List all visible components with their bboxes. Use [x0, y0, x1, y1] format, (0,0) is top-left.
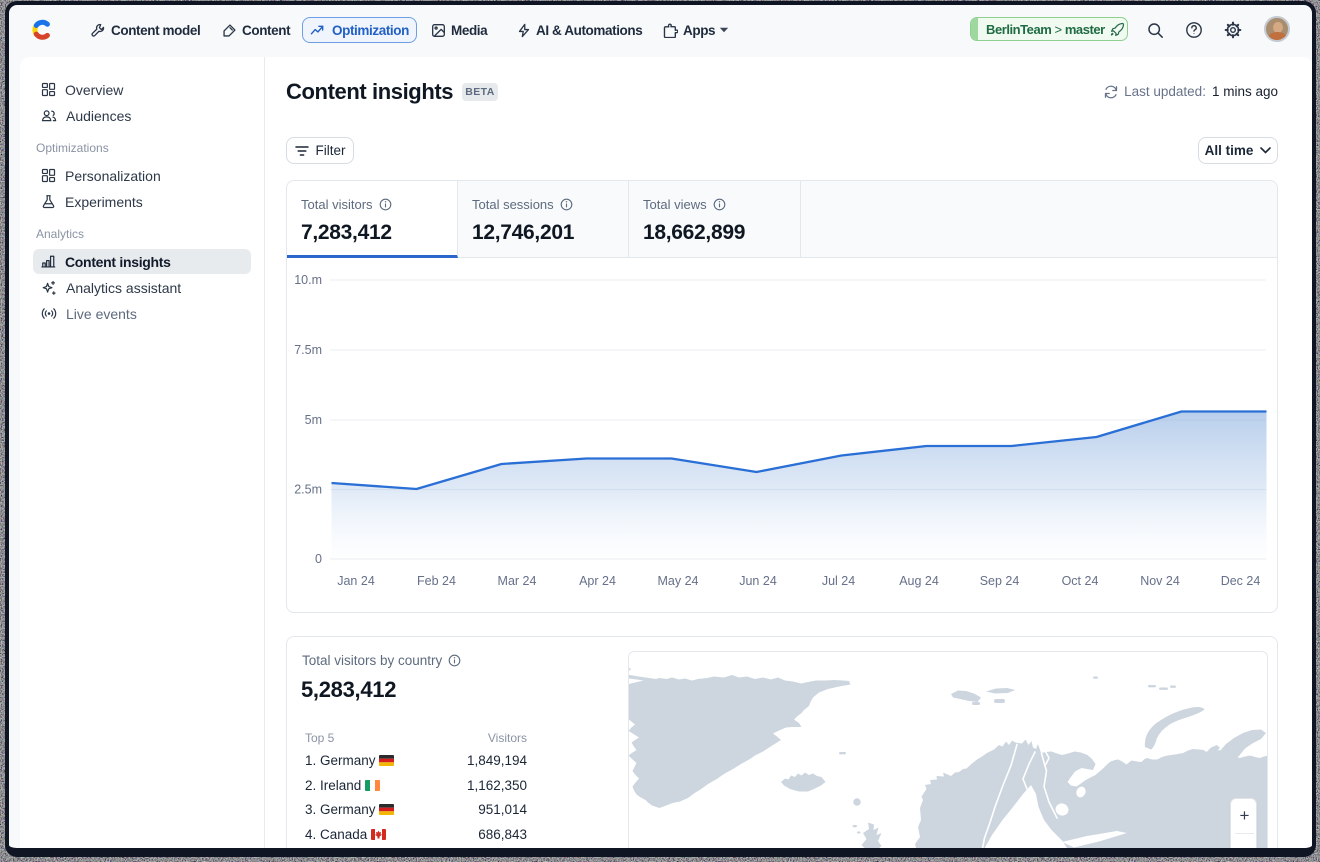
svg-text:May 24: May 24 — [658, 574, 699, 588]
svg-text:Aug 24: Aug 24 — [899, 574, 939, 588]
svg-text:0: 0 — [315, 552, 322, 566]
svg-text:Sep 24: Sep 24 — [980, 574, 1020, 588]
svg-text:Nov 24: Nov 24 — [1140, 574, 1180, 588]
svg-text:Mar 24: Mar 24 — [498, 574, 537, 588]
svg-text:Apr 24: Apr 24 — [579, 574, 616, 588]
svg-text:Feb 24: Feb 24 — [417, 574, 456, 588]
svg-text:Dec 24: Dec 24 — [1221, 574, 1261, 588]
svg-text:2.5m: 2.5m — [294, 483, 322, 497]
svg-text:Jun 24: Jun 24 — [739, 574, 777, 588]
svg-text:7.5m: 7.5m — [294, 343, 322, 357]
svg-text:10.m: 10.m — [294, 273, 322, 287]
svg-text:Oct 24: Oct 24 — [1062, 574, 1099, 588]
svg-text:Jul 24: Jul 24 — [822, 574, 855, 588]
svg-text:Jan 24: Jan 24 — [337, 574, 375, 588]
svg-text:5m: 5m — [305, 413, 322, 427]
